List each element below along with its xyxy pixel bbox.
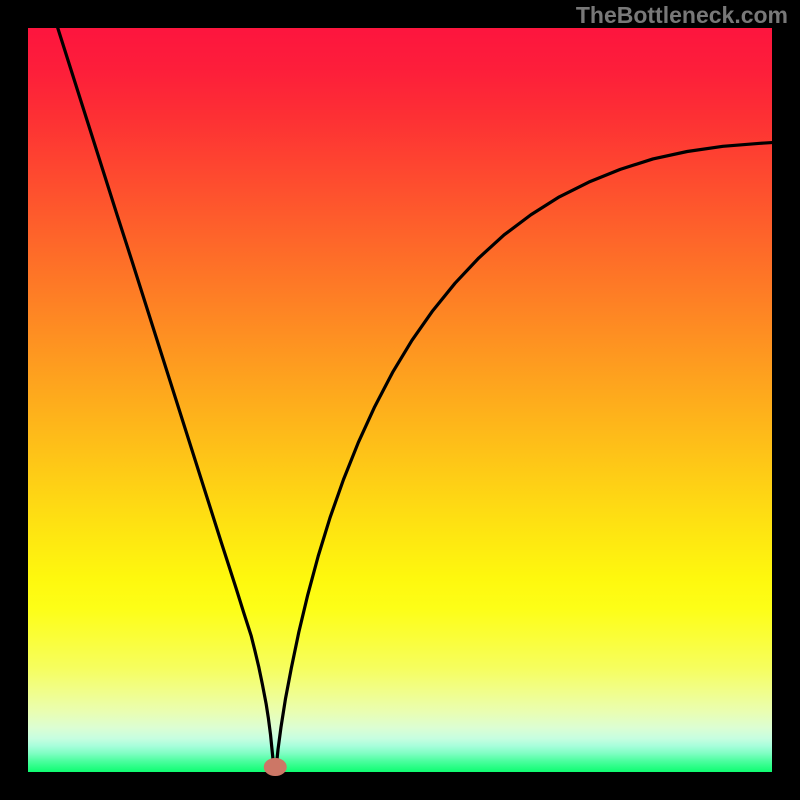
- bottleneck-curve: [58, 28, 772, 772]
- minimum-marker: [264, 758, 287, 776]
- bottleneck-curve-layer: [28, 28, 772, 772]
- watermark-text: TheBottleneck.com: [576, 2, 788, 29]
- plot-area: [28, 28, 772, 772]
